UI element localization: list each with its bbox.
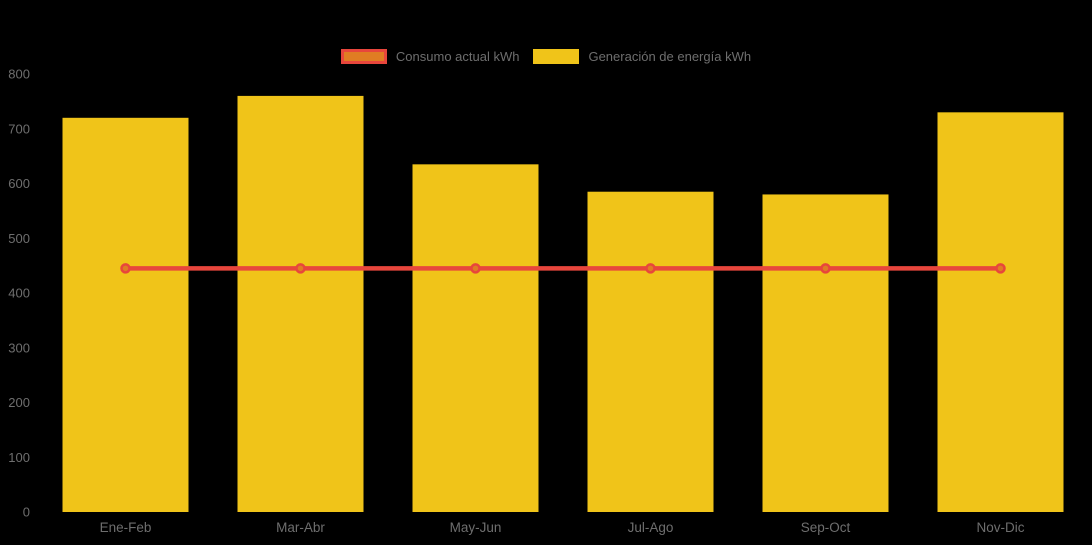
generation-bar: [587, 191, 714, 512]
y-axis-tick-label: 300: [8, 340, 30, 355]
consumption-line-marker: [820, 263, 831, 274]
consumption-line-marker: [470, 263, 481, 274]
x-axis-category-label: Sep-Oct: [801, 520, 851, 535]
y-axis-tick-label: 0: [23, 505, 30, 520]
y-axis-tick-label: 100: [8, 450, 30, 465]
consumption-line-marker: [295, 263, 306, 274]
legend-item-consumo-actual[interactable]: Consumo actual kWh: [340, 49, 520, 64]
consumption-line-marker: [120, 263, 131, 274]
y-axis-tick-label: 700: [8, 121, 30, 136]
consumption-line-marker: [645, 263, 656, 274]
y-axis-tick-label: 500: [8, 231, 30, 246]
legend-label-generacion-energia: Generación de energía kWh: [588, 49, 752, 64]
legend-swatch-generacion-energia: [533, 49, 580, 64]
x-axis-category-label: Jul-Ago: [628, 520, 674, 535]
generation-bar: [762, 194, 889, 512]
x-axis-category-label: Nov-Dic: [976, 520, 1024, 535]
generation-bar: [237, 95, 364, 513]
y-axis-tick-label: 600: [8, 176, 30, 191]
chart-legend: Consumo actual kWh Generación de energía…: [0, 49, 1092, 64]
x-axis-category-label: Mar-Abr: [276, 520, 325, 535]
legend-swatch-consumo-actual: [340, 49, 387, 64]
consumption-line-marker: [995, 263, 1006, 274]
x-axis-category-label: Ene-Feb: [100, 520, 152, 535]
y-axis-tick-label: 400: [8, 286, 30, 301]
y-axis-tick-label: 200: [8, 395, 30, 410]
legend-item-generacion-energia[interactable]: Generación de energía kWh: [533, 49, 751, 64]
generation-bar: [937, 112, 1064, 512]
y-axis-tick-label: 800: [8, 67, 30, 82]
generation-bar: [412, 164, 539, 512]
legend-label-consumo-actual: Consumo actual kWh: [395, 49, 520, 64]
x-axis-category-label: May-Jun: [450, 520, 502, 535]
generation-bar: [62, 117, 189, 513]
